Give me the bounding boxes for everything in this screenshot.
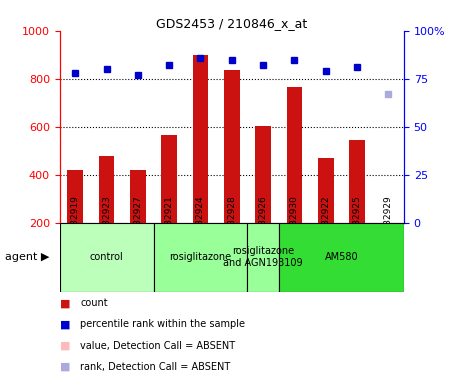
Text: GSM132928: GSM132928 [227, 195, 236, 250]
Bar [130, 170, 146, 223]
Text: ■: ■ [60, 341, 70, 351]
Text: GSM132924: GSM132924 [196, 195, 205, 250]
Bar [286, 87, 302, 223]
Title: GDS2453 / 210846_x_at: GDS2453 / 210846_x_at [156, 17, 308, 30]
Bar [279, 223, 404, 292]
Text: GSM132923: GSM132923 [102, 195, 111, 250]
Text: percentile rank within the sample: percentile rank within the sample [80, 319, 245, 329]
Text: GSM132921: GSM132921 [165, 195, 174, 250]
Text: GSM132930: GSM132930 [290, 195, 299, 250]
Bar [162, 135, 177, 223]
Text: GSM132922: GSM132922 [321, 195, 330, 250]
Text: GSM132925: GSM132925 [353, 195, 362, 250]
Text: agent ▶: agent ▶ [5, 252, 49, 262]
Text: ■: ■ [60, 298, 70, 308]
Bar [349, 140, 365, 223]
Bar [318, 158, 334, 223]
Text: rank, Detection Call = ABSENT: rank, Detection Call = ABSENT [80, 362, 230, 372]
Text: control: control [90, 252, 123, 262]
Bar [67, 170, 83, 223]
Bar [224, 70, 240, 223]
Text: ■: ■ [60, 362, 70, 372]
Text: GSM132926: GSM132926 [258, 195, 268, 250]
Text: rosiglitazone: rosiglitazone [169, 252, 231, 262]
Bar [193, 55, 208, 223]
Text: rosiglitazone
and AGN193109: rosiglitazone and AGN193109 [223, 247, 303, 268]
Text: GSM132927: GSM132927 [134, 195, 142, 250]
Text: GSM132919: GSM132919 [71, 195, 80, 250]
Text: value, Detection Call = ABSENT: value, Detection Call = ABSENT [80, 341, 235, 351]
Bar [255, 126, 271, 223]
Text: GSM132929: GSM132929 [384, 195, 393, 250]
Text: ■: ■ [60, 319, 70, 329]
Text: count: count [80, 298, 108, 308]
Bar [99, 156, 114, 223]
Bar [247, 223, 279, 292]
Bar [154, 223, 247, 292]
Bar [60, 223, 154, 292]
Text: AM580: AM580 [325, 252, 358, 262]
